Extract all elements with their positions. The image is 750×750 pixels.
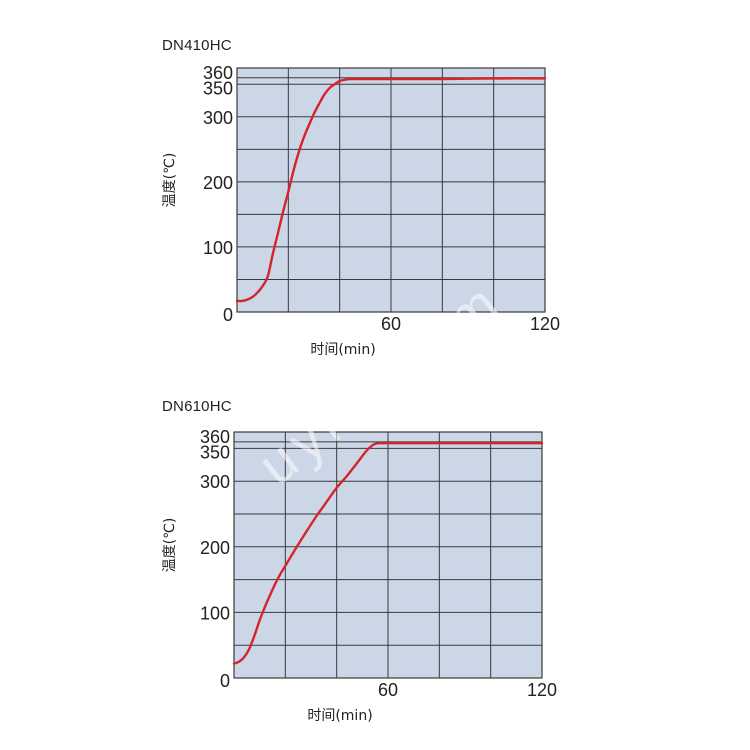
x-tick-label: 120 <box>527 680 557 700</box>
chart-title-dn610hc: DN610HC <box>162 398 232 415</box>
y-tick-label: 350 <box>203 78 233 98</box>
grid-horizontal <box>234 441 542 646</box>
y-tick-label: 360 <box>200 427 230 447</box>
y-tick-label: 350 <box>200 442 230 462</box>
x-tick-label: 120 <box>530 314 560 334</box>
y-axis-label: 温度(℃) <box>162 518 178 573</box>
y-tick-label: 200 <box>200 538 230 558</box>
x-tick-label: 60 <box>381 314 401 334</box>
y-tick-label: 100 <box>200 603 230 623</box>
plot-frame <box>236 67 546 313</box>
y-tick-label: 0 <box>223 305 233 325</box>
chart-title-dn410hc: DN410HC <box>162 37 232 54</box>
x-axis-label: 时间(min) <box>310 342 375 358</box>
y-tick-label: 360 <box>203 63 233 83</box>
grid-vertical <box>284 432 492 678</box>
y-tick-label: 0 <box>220 671 230 691</box>
temperature-curve <box>232 441 544 665</box>
y-tick-label: 300 <box>200 472 230 492</box>
y-axis-label: 温度(℃) <box>162 153 178 208</box>
x-tick-label: 60 <box>378 680 398 700</box>
x-axis-label: 时间(min) <box>307 708 372 724</box>
y-tick-label: 300 <box>203 108 233 128</box>
temperature-curve <box>235 77 547 303</box>
y-tick-label: 100 <box>203 238 233 258</box>
y-tick-label: 200 <box>203 173 233 193</box>
plot-frame <box>233 431 543 679</box>
